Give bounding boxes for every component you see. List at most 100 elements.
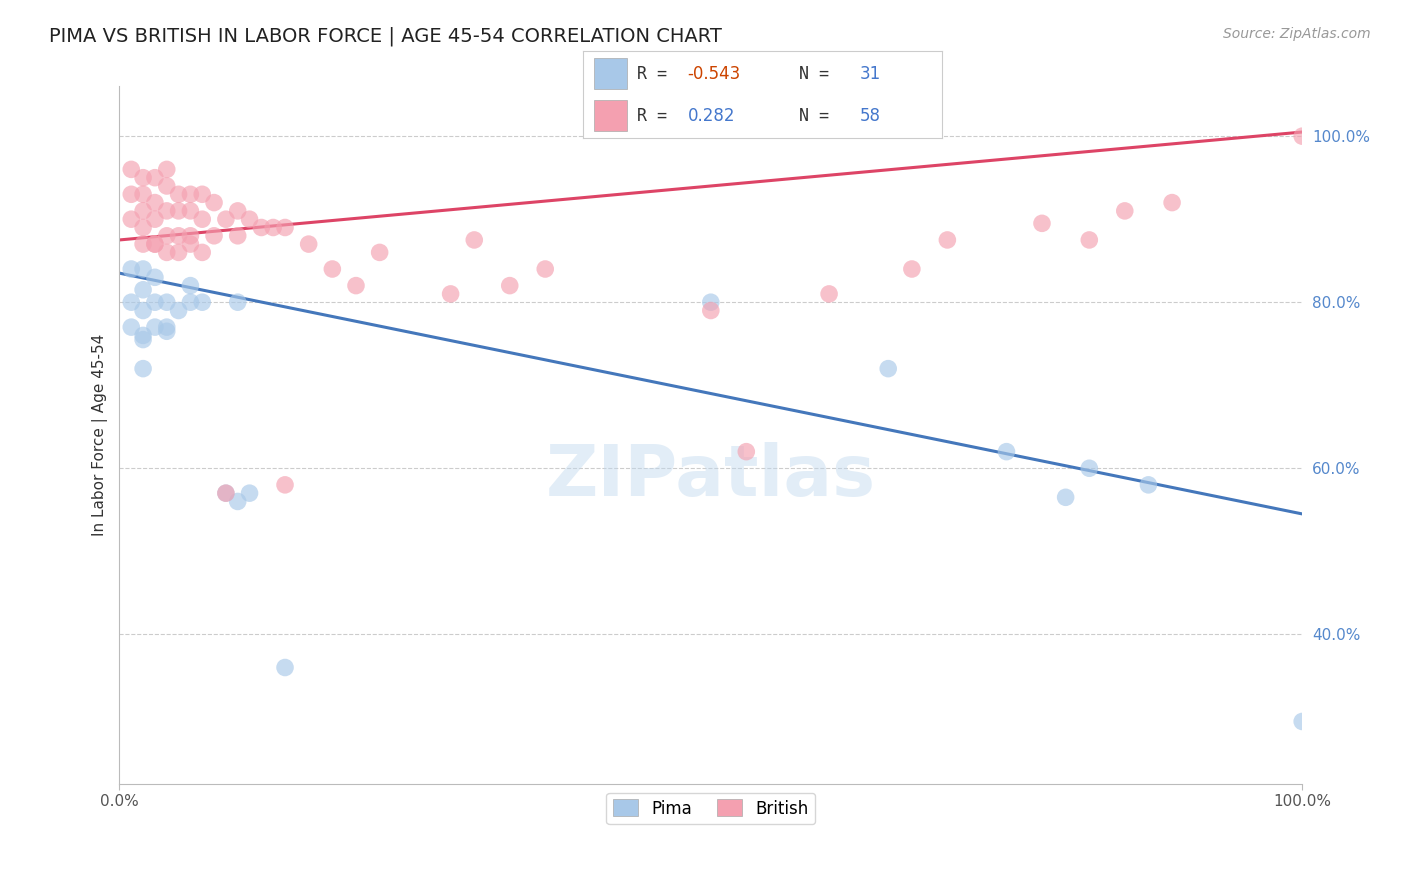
Point bbox=[226, 228, 249, 243]
Point bbox=[1161, 195, 1184, 210]
Point bbox=[191, 187, 214, 202]
Point bbox=[120, 212, 142, 227]
Point bbox=[226, 295, 249, 310]
Point bbox=[179, 187, 201, 202]
Point bbox=[132, 303, 155, 318]
FancyBboxPatch shape bbox=[595, 100, 627, 131]
Text: N =: N = bbox=[799, 106, 838, 125]
Point bbox=[1137, 478, 1160, 492]
Point bbox=[132, 333, 155, 347]
Point bbox=[344, 278, 367, 293]
Point bbox=[156, 320, 179, 334]
Point bbox=[132, 283, 155, 297]
Point bbox=[191, 212, 214, 227]
Point bbox=[156, 245, 179, 260]
Point bbox=[877, 361, 900, 376]
Point bbox=[143, 270, 166, 285]
Point bbox=[179, 228, 201, 243]
Point bbox=[735, 444, 758, 458]
Point bbox=[167, 228, 190, 243]
Point bbox=[132, 237, 155, 252]
Point bbox=[143, 212, 166, 227]
Text: ZIPatlas: ZIPatlas bbox=[546, 442, 876, 511]
Point bbox=[1031, 216, 1053, 230]
Point bbox=[132, 187, 155, 202]
Point bbox=[156, 162, 179, 177]
Point bbox=[1078, 461, 1101, 475]
Point bbox=[238, 212, 260, 227]
Point bbox=[936, 233, 959, 247]
Point bbox=[179, 278, 201, 293]
Text: R =: R = bbox=[637, 64, 678, 83]
Point bbox=[143, 195, 166, 210]
Point bbox=[132, 328, 155, 343]
Point bbox=[368, 245, 391, 260]
Point bbox=[191, 295, 214, 310]
Point bbox=[120, 262, 142, 277]
Point bbox=[202, 228, 225, 243]
Point bbox=[132, 170, 155, 185]
Point bbox=[1114, 203, 1136, 218]
Point bbox=[215, 212, 238, 227]
Point bbox=[132, 220, 155, 235]
Point bbox=[700, 303, 723, 318]
Point bbox=[156, 228, 179, 243]
Point bbox=[179, 203, 201, 218]
Point bbox=[120, 320, 142, 334]
Text: R =: R = bbox=[637, 106, 688, 125]
Point bbox=[120, 162, 142, 177]
Point bbox=[143, 237, 166, 252]
Point bbox=[215, 486, 238, 500]
Point bbox=[167, 203, 190, 218]
Point bbox=[274, 478, 297, 492]
Text: 31: 31 bbox=[859, 64, 880, 83]
Point bbox=[298, 237, 321, 252]
Text: PIMA VS BRITISH IN LABOR FORCE | AGE 45-54 CORRELATION CHART: PIMA VS BRITISH IN LABOR FORCE | AGE 45-… bbox=[49, 27, 723, 46]
Text: 0.282: 0.282 bbox=[688, 106, 735, 125]
Point bbox=[1291, 129, 1313, 144]
Point bbox=[215, 486, 238, 500]
Point bbox=[499, 278, 522, 293]
Point bbox=[901, 262, 924, 277]
Point bbox=[156, 179, 179, 194]
Point bbox=[250, 220, 273, 235]
Point bbox=[1291, 714, 1313, 729]
Point bbox=[143, 170, 166, 185]
Point bbox=[143, 320, 166, 334]
Point bbox=[132, 361, 155, 376]
Text: N =: N = bbox=[799, 64, 838, 83]
Point bbox=[1054, 491, 1077, 505]
Point bbox=[238, 486, 260, 500]
Point bbox=[156, 203, 179, 218]
Point bbox=[156, 324, 179, 338]
Point bbox=[534, 262, 557, 277]
Point bbox=[143, 237, 166, 252]
Point bbox=[700, 295, 723, 310]
Point bbox=[132, 203, 155, 218]
Text: 58: 58 bbox=[859, 106, 880, 125]
Point bbox=[226, 494, 249, 508]
Point bbox=[274, 660, 297, 674]
Point bbox=[167, 187, 190, 202]
Point bbox=[274, 220, 297, 235]
Point bbox=[167, 245, 190, 260]
Text: -0.543: -0.543 bbox=[688, 64, 741, 83]
Text: Source: ZipAtlas.com: Source: ZipAtlas.com bbox=[1223, 27, 1371, 41]
Point bbox=[321, 262, 343, 277]
Y-axis label: In Labor Force | Age 45-54: In Labor Force | Age 45-54 bbox=[93, 334, 108, 536]
Point bbox=[179, 237, 201, 252]
Point bbox=[1078, 233, 1101, 247]
Point bbox=[156, 295, 179, 310]
Point bbox=[143, 295, 166, 310]
Point bbox=[995, 444, 1018, 458]
Point bbox=[179, 295, 201, 310]
FancyBboxPatch shape bbox=[595, 58, 627, 89]
Point bbox=[132, 262, 155, 277]
Point bbox=[439, 286, 461, 301]
Point bbox=[226, 203, 249, 218]
Point bbox=[262, 220, 284, 235]
Legend: Pima, British: Pima, British bbox=[606, 793, 815, 824]
Point bbox=[463, 233, 485, 247]
Point bbox=[120, 295, 142, 310]
Point bbox=[818, 286, 841, 301]
